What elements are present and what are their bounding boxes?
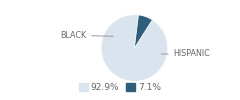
Wedge shape — [134, 15, 152, 48]
Text: BLACK: BLACK — [60, 31, 113, 40]
Legend: 92.9%, 7.1%: 92.9%, 7.1% — [75, 79, 165, 95]
Wedge shape — [101, 15, 168, 81]
Text: HISPANIC: HISPANIC — [161, 50, 210, 58]
